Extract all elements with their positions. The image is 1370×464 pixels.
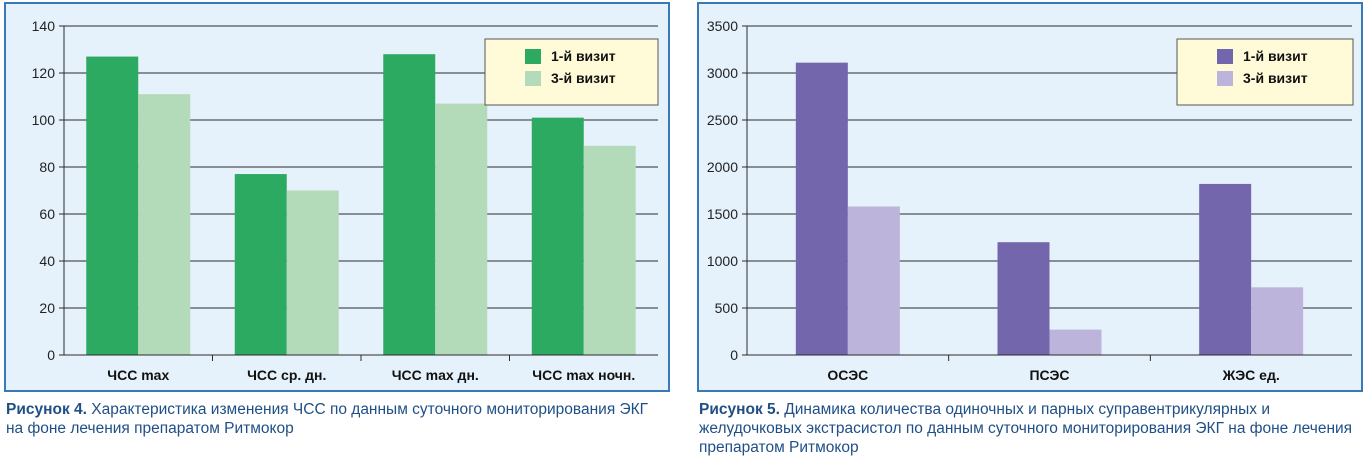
legend-swatch <box>525 49 541 64</box>
legend-label: 1-й визит <box>1243 48 1308 64</box>
y-tick-label: 0 <box>47 347 55 363</box>
y-tick-label: 120 <box>32 65 56 81</box>
legend-box <box>484 38 659 106</box>
y-tick-label: 140 <box>32 18 56 34</box>
legend-label: 3-й визит <box>551 70 616 86</box>
y-tick-label: 40 <box>39 253 55 269</box>
bar <box>86 56 139 356</box>
x-category-label: ЖЭС ед. <box>1222 367 1280 383</box>
legend-box <box>1176 38 1354 106</box>
legend-label: 1-й визит <box>551 48 616 64</box>
legend-swatch <box>525 71 541 86</box>
x-category-label: ОСЭС <box>827 367 868 383</box>
bar <box>435 103 488 355</box>
bar <box>847 206 900 355</box>
y-tick-label: 3500 <box>707 18 738 34</box>
legend-swatch <box>1217 71 1233 86</box>
legend-swatch <box>1217 49 1233 64</box>
x-category-label: ЧСС max <box>107 367 169 383</box>
chart-2-svg: 0 500 1000 1500 2000 2500 3000 3500 ОСЭС ПСЭС ЖЭС … <box>707 18 1354 383</box>
figure-4-text: Характеристика изменения ЧСС по данным с… <box>6 401 649 437</box>
figure-5-label: Рисунок 5. <box>699 401 780 418</box>
figure-5-text: Динамика количества одиночных и парных с… <box>699 401 1353 456</box>
figure-5-caption: Рисунок 5. Динамика количества одиночных… <box>699 400 1364 457</box>
y-tick-label: 1500 <box>707 206 738 222</box>
x-category-label: ПСЭС <box>1029 367 1069 383</box>
y-tick-label: 3000 <box>707 65 738 81</box>
figure-4-label: Рисунок 4. <box>6 401 87 418</box>
y-tick-label: 100 <box>32 112 56 128</box>
bar <box>1049 329 1102 355</box>
bar <box>997 242 1050 355</box>
bar <box>795 62 848 355</box>
y-tick-label: 20 <box>39 300 55 316</box>
y-tick-label: 2500 <box>707 112 738 128</box>
x-category-label: ЧСС max дн. <box>392 367 479 383</box>
figure-4-caption: Рисунок 4. Характеристика изменения ЧСС … <box>6 400 666 438</box>
y-tick-label: 2000 <box>707 159 738 175</box>
chart-panel-1: 0 20 40 60 80 100 120 140 ЧСС max ЧСС ср. дн. ЧСС … <box>4 2 670 392</box>
y-tick-label: 80 <box>39 159 55 175</box>
x-category-label: ЧСС max ночн. <box>532 367 635 383</box>
y-tick-label: 0 <box>730 347 738 363</box>
legend-label: 3-й визит <box>1243 70 1308 86</box>
bar <box>234 174 287 355</box>
bar <box>286 190 339 355</box>
bar <box>138 94 191 356</box>
y-tick-label: 60 <box>39 206 55 222</box>
bar <box>383 54 436 355</box>
y-tick-label: 500 <box>715 300 739 316</box>
bar <box>1251 287 1304 355</box>
chart-panel-2: 0 500 1000 1500 2000 2500 3000 3500 ОСЭС ПСЭС ЖЭС … <box>697 2 1363 392</box>
x-category-label: ЧСС ср. дн. <box>247 367 326 383</box>
bar <box>1199 183 1252 355</box>
y-tick-label: 1000 <box>707 253 738 269</box>
chart-1-svg: 0 20 40 60 80 100 120 140 ЧСС max ЧСС ср. дн. ЧСС … <box>32 18 659 383</box>
bar <box>583 145 636 355</box>
bar <box>531 117 584 356</box>
